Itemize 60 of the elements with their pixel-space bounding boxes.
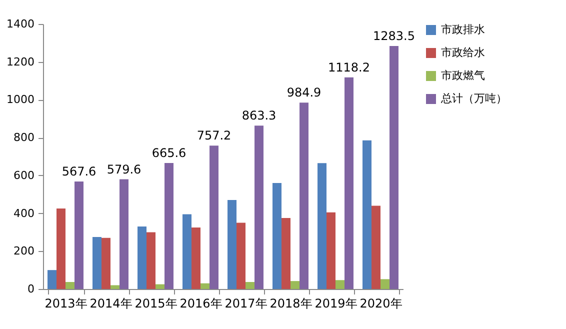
data-label: 757.2 (196, 128, 232, 143)
legend-label: 市政燃气 (441, 69, 485, 82)
legend-label: 市政排水 (441, 23, 485, 36)
x-tick-label: 2018年 (270, 296, 312, 310)
bar (344, 77, 354, 289)
y-tick-label: 400 (14, 206, 34, 220)
y-tick-label: 1200 (6, 55, 34, 68)
x-tick-label: 2016年 (180, 296, 222, 310)
y-tick-label: 200 (14, 244, 34, 258)
data-label: 1283.5 (373, 29, 415, 44)
data-label: 665.6 (152, 146, 186, 160)
data-label: 567.6 (62, 164, 96, 179)
bar (372, 206, 380, 289)
data-label: 1118.2 (328, 60, 370, 74)
legend-label: 市政给水 (441, 46, 485, 59)
bar (164, 163, 174, 289)
bar (336, 280, 344, 289)
bar (120, 179, 128, 289)
y-tick-label: 600 (14, 168, 34, 182)
bar (110, 285, 120, 289)
x-tick-label: 2017年 (224, 296, 268, 310)
bar (74, 182, 84, 289)
bar (236, 222, 246, 289)
bar (290, 281, 300, 289)
bar (380, 279, 390, 289)
bar (146, 232, 156, 289)
bar (92, 236, 102, 289)
y-tick-label: 1000 (6, 93, 34, 106)
bar (182, 214, 192, 289)
bar (200, 283, 210, 289)
y-tick-label: 0 (28, 282, 34, 296)
legend-label: 总计（万吨） (440, 92, 507, 105)
bar (56, 208, 66, 289)
bar (102, 238, 110, 289)
data-label: 984.9 (286, 86, 322, 100)
bar (282, 218, 290, 289)
bar (246, 282, 254, 289)
x-tick-label: 2015年 (134, 296, 178, 310)
bar (228, 200, 236, 289)
data-label: 579.6 (106, 162, 142, 176)
y-tick-label: 800 (14, 131, 34, 144)
bar (210, 146, 218, 289)
bar (254, 126, 264, 289)
bar (390, 46, 398, 289)
bar (66, 282, 74, 289)
bar (300, 102, 308, 289)
bar (138, 226, 146, 289)
x-tick-label: 2020年 (360, 296, 402, 310)
bar (318, 163, 326, 289)
x-tick-label: 2013年 (44, 296, 88, 310)
bar (326, 212, 336, 289)
x-tick-label: 2014年 (90, 296, 132, 310)
y-tick-label: 1400 (6, 18, 34, 30)
bar (192, 227, 200, 289)
data-label: 863.3 (242, 108, 276, 123)
x-tick-label: 2019年 (314, 296, 358, 310)
bar (48, 270, 56, 289)
bar (156, 284, 164, 289)
bar (272, 183, 282, 289)
bar (362, 140, 372, 289)
